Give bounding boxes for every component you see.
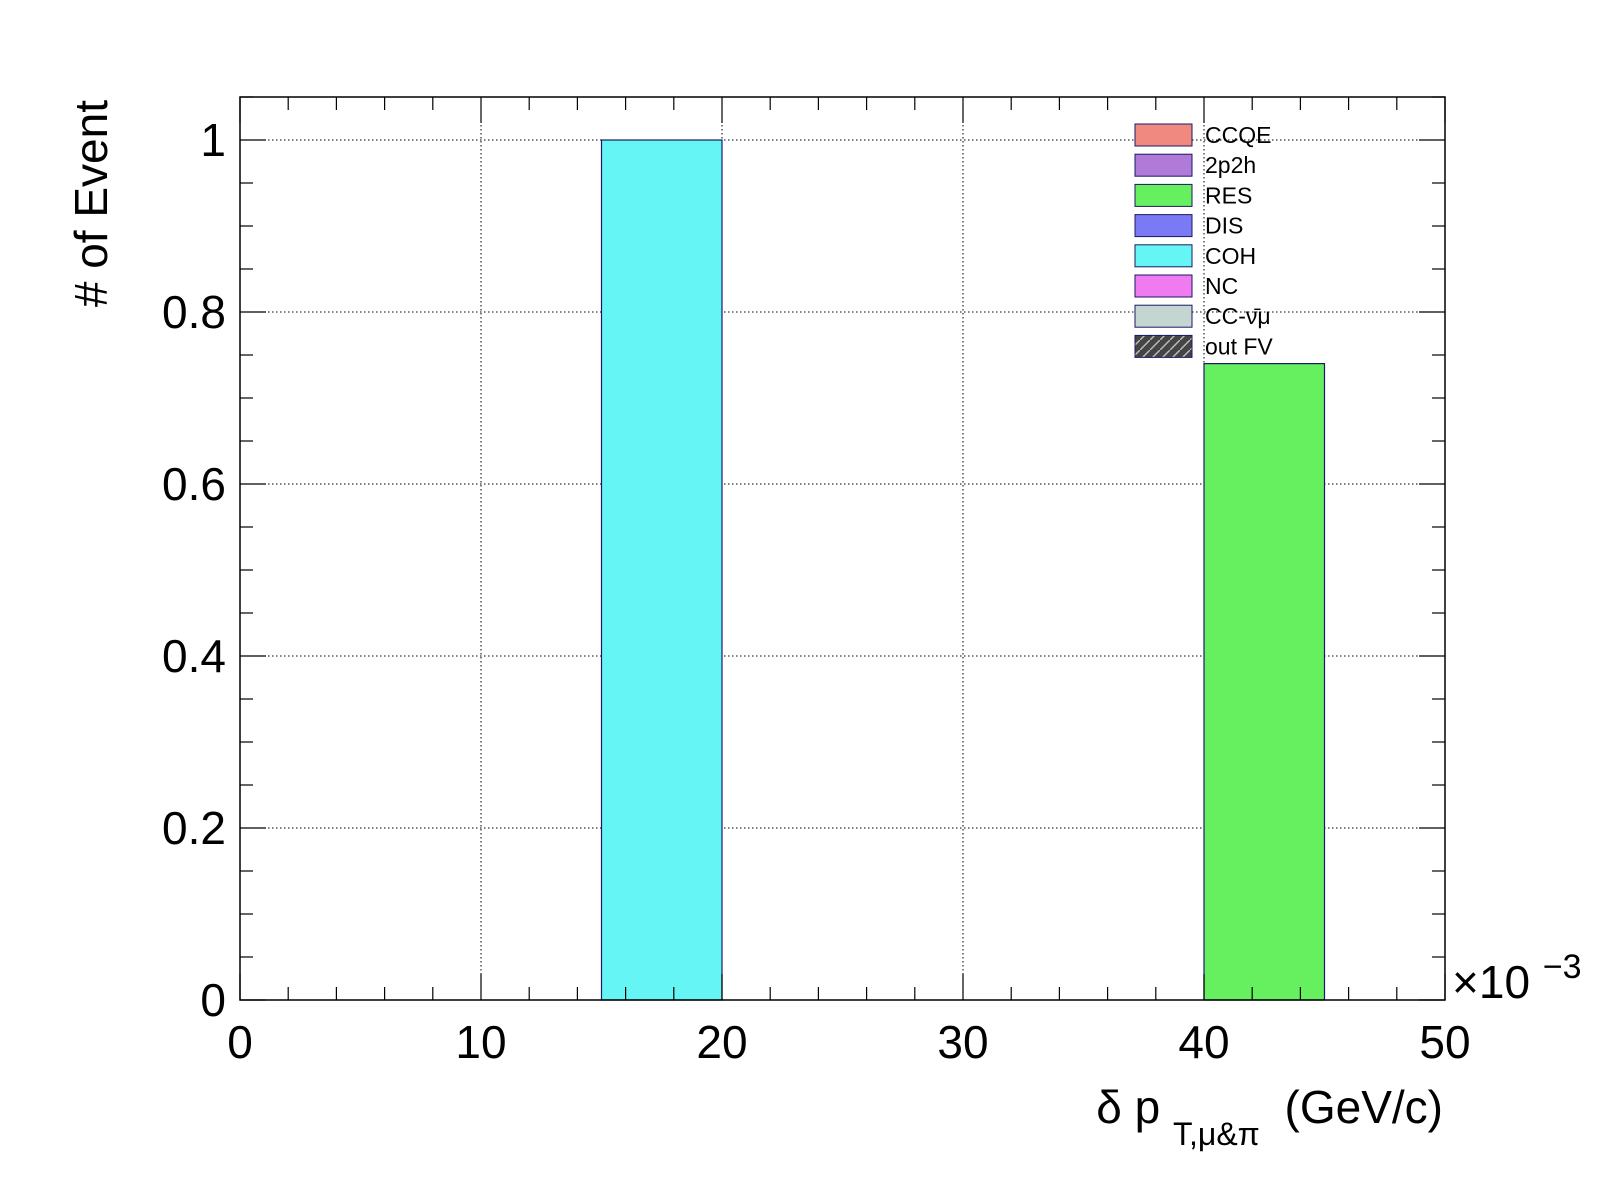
y-tick-label: 0 bbox=[200, 974, 226, 1026]
legend-item-1: 2p2h bbox=[1134, 152, 1256, 178]
x-multiplier-exponent: −3 bbox=[1543, 948, 1582, 986]
y-tick-label: 1 bbox=[200, 114, 226, 166]
legend-item-0: CCQE bbox=[1134, 122, 1271, 148]
x-axis-title: δ p T,μ&π (GeV/c) bbox=[1096, 1081, 1443, 1155]
x-tick-labels: 0 10 20 30 40 50 bbox=[227, 1016, 1470, 1068]
legend-label: DIS bbox=[1205, 213, 1243, 239]
legend-item-5: NC bbox=[1134, 273, 1238, 299]
bar-res bbox=[1203, 363, 1326, 1001]
plot-frame bbox=[239, 96, 1446, 1001]
legend-swatch bbox=[1134, 153, 1193, 177]
x-tick-label: 0 bbox=[227, 1016, 253, 1068]
legend-label: 2p2h bbox=[1205, 152, 1256, 178]
y-tick-label: 0.6 bbox=[162, 458, 226, 510]
y-axis-title: # of Event bbox=[65, 100, 117, 307]
x-tick-label: 10 bbox=[455, 1016, 506, 1068]
legend-item-3: DIS bbox=[1134, 213, 1243, 239]
legend-item-7: out FV bbox=[1134, 333, 1273, 359]
x-multiplier: ×10 −3 bbox=[1452, 948, 1582, 1008]
legend-swatch bbox=[1134, 244, 1193, 268]
legend-swatch bbox=[1134, 274, 1193, 298]
legend-label: CC-ν̄μ bbox=[1205, 303, 1271, 329]
legend-swatch bbox=[1134, 214, 1193, 238]
y-tick-label: 0.8 bbox=[162, 286, 226, 338]
x-tick-label: 20 bbox=[696, 1016, 747, 1068]
legend-item-6: CC-ν̄μ bbox=[1134, 303, 1271, 329]
y-tick-label: 0.2 bbox=[162, 802, 226, 854]
legend-item-4: COH bbox=[1134, 243, 1256, 269]
x-axis-title-main: δ p bbox=[1096, 1081, 1160, 1133]
y-tick-label: 0.4 bbox=[162, 630, 226, 682]
x-multiplier-base: ×10 bbox=[1452, 956, 1530, 1008]
legend-label: COH bbox=[1205, 243, 1256, 269]
legend-label: NC bbox=[1205, 273, 1238, 299]
x-tick-label: 30 bbox=[937, 1016, 988, 1068]
legend-label: RES bbox=[1205, 182, 1252, 208]
legend: CCQE 2p2h RES DIS COH NC CC-ν̄μ out FV bbox=[1134, 122, 1273, 359]
legend-label: out FV bbox=[1205, 333, 1273, 359]
x-axis-title-subscript: T,μ&π bbox=[1173, 1116, 1260, 1152]
legend-swatch bbox=[1134, 334, 1193, 358]
axis-ticks bbox=[239, 96, 1446, 1001]
legend-swatch bbox=[1134, 304, 1193, 328]
x-tick-label: 50 bbox=[1419, 1016, 1470, 1068]
y-tick-labels: 0 0.2 0.4 0.6 0.8 1 bbox=[162, 114, 226, 1026]
legend-item-2: RES bbox=[1134, 182, 1252, 208]
x-tick-label: 40 bbox=[1178, 1016, 1229, 1068]
bars bbox=[600, 139, 1326, 1001]
legend-label: CCQE bbox=[1205, 122, 1271, 148]
x-axis-title-unit: (GeV/c) bbox=[1285, 1081, 1443, 1133]
legend-swatch bbox=[1134, 183, 1193, 207]
bar-coh bbox=[600, 139, 723, 1001]
legend-swatch bbox=[1134, 123, 1193, 147]
